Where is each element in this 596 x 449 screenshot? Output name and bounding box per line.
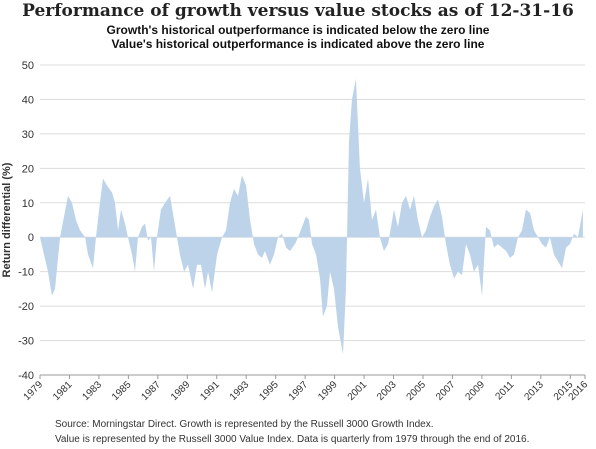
chart-title: Performance of growth versus value stock… [22, 1, 574, 21]
source-note: Value is represented by the Russell 3000… [55, 434, 529, 445]
x-tick-label: 1981 [51, 379, 75, 403]
area [40, 78, 583, 355]
y-tick-label: 30 [22, 129, 34, 141]
y-tick-label: 0 [28, 232, 34, 244]
x-tick-label: 2007 [434, 379, 458, 403]
x-tick-label: 2001 [346, 379, 370, 403]
y-tick-label: -20 [18, 301, 34, 313]
x-tick-label: 2013 [522, 379, 546, 403]
x-tick-label: 1979 [22, 379, 46, 403]
y-tick-label: 10 [22, 198, 34, 210]
y-tick-label: -10 [18, 267, 34, 279]
x-tick-label: 1991 [198, 379, 222, 403]
x-tick-label: 1999 [316, 379, 340, 403]
y-tick-label: 20 [22, 163, 34, 175]
x-tick-label: 1989 [169, 379, 193, 403]
y-tick-label: -40 [18, 370, 34, 382]
x-tick-label: 2009 [464, 379, 488, 403]
x-tick-label: 1995 [257, 379, 281, 403]
x-tick-label: 1985 [110, 379, 134, 403]
x-tick-label: 1997 [287, 379, 311, 403]
x-tick-label: 2005 [405, 379, 429, 403]
source-note: Source: Morningstar Direct. Growth is re… [55, 419, 434, 430]
subtitle: Value's historical outperformance is ind… [112, 37, 485, 51]
subtitle: Growth's historical outperformance is in… [107, 23, 490, 37]
y-tick-label: -30 [18, 336, 34, 348]
x-tick-label: 2003 [375, 379, 399, 403]
x-tick-label: 1987 [139, 379, 163, 403]
x-tick-label: 1993 [228, 379, 252, 403]
y-axis-label: Return differential (%) [1, 162, 13, 277]
y-tick-label: 40 [22, 94, 34, 106]
x-tick-label: 1983 [81, 379, 105, 403]
y-tick-label: 50 [22, 60, 34, 72]
x-tick-label: 2011 [493, 379, 516, 402]
